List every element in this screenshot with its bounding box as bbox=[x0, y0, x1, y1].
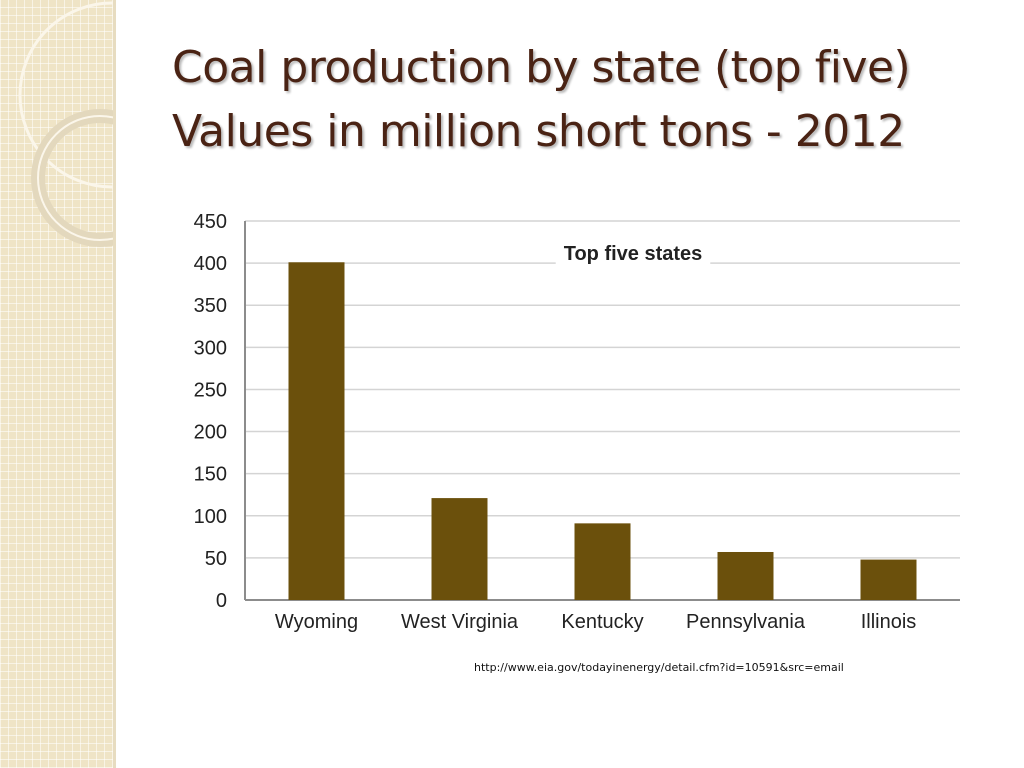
chart-title: Top five states bbox=[564, 243, 703, 265]
bar bbox=[431, 498, 488, 600]
slide-title: Coal production by state (top five) Valu… bbox=[172, 36, 992, 164]
y-tick-label: 400 bbox=[194, 253, 227, 275]
y-tick-label: 0 bbox=[216, 590, 227, 612]
gridlines bbox=[245, 220, 960, 559]
source-link[interactable]: http://www.eia.gov/todayinenergy/detail.… bbox=[474, 661, 844, 674]
y-tick-label: 250 bbox=[194, 379, 227, 401]
y-tick-label: 350 bbox=[194, 295, 227, 317]
decorative-ring-outer bbox=[18, 1, 113, 189]
x-tick-label: Wyoming bbox=[275, 611, 358, 633]
y-tick-labels: 0 50 100 150 200 250 300 350 400 450 bbox=[194, 211, 227, 612]
slide-title-line-2: Values in million short tons - 2012 bbox=[172, 106, 905, 157]
slide-title-line-1: Coal production by state (top five) bbox=[172, 42, 911, 93]
x-tick-labels: Wyoming West Virginia Kentucky Pennsylvania… bbox=[275, 611, 916, 633]
decorative-rings bbox=[18, 1, 113, 247]
y-tick-label: 50 bbox=[205, 548, 227, 570]
decorative-ring-highlight bbox=[37, 115, 113, 241]
bars bbox=[288, 262, 917, 600]
bar bbox=[860, 559, 917, 600]
decorative-side-band bbox=[0, 0, 116, 768]
bar-chart: 0 50 100 150 200 250 300 350 400 450 Wyoming West … bbox=[194, 211, 960, 633]
bar bbox=[717, 551, 774, 600]
y-tick-label: 450 bbox=[194, 211, 227, 233]
x-tick-label: Illinois bbox=[861, 611, 917, 633]
y-tick-label: 100 bbox=[194, 506, 227, 528]
chart-title-background bbox=[555, 241, 711, 267]
bar bbox=[574, 523, 631, 600]
y-tick-label: 150 bbox=[194, 464, 227, 486]
y-tick-label: 200 bbox=[194, 422, 227, 444]
y-tick-label: 300 bbox=[194, 337, 227, 359]
bar bbox=[288, 262, 345, 600]
x-tick-label: West Virginia bbox=[401, 611, 519, 633]
x-tick-label: Pennsylvania bbox=[686, 611, 806, 633]
chart-container: 0 50 100 150 200 250 300 350 400 450 Wyoming West … bbox=[170, 205, 970, 650]
x-tick-label: Kentucky bbox=[561, 611, 643, 633]
